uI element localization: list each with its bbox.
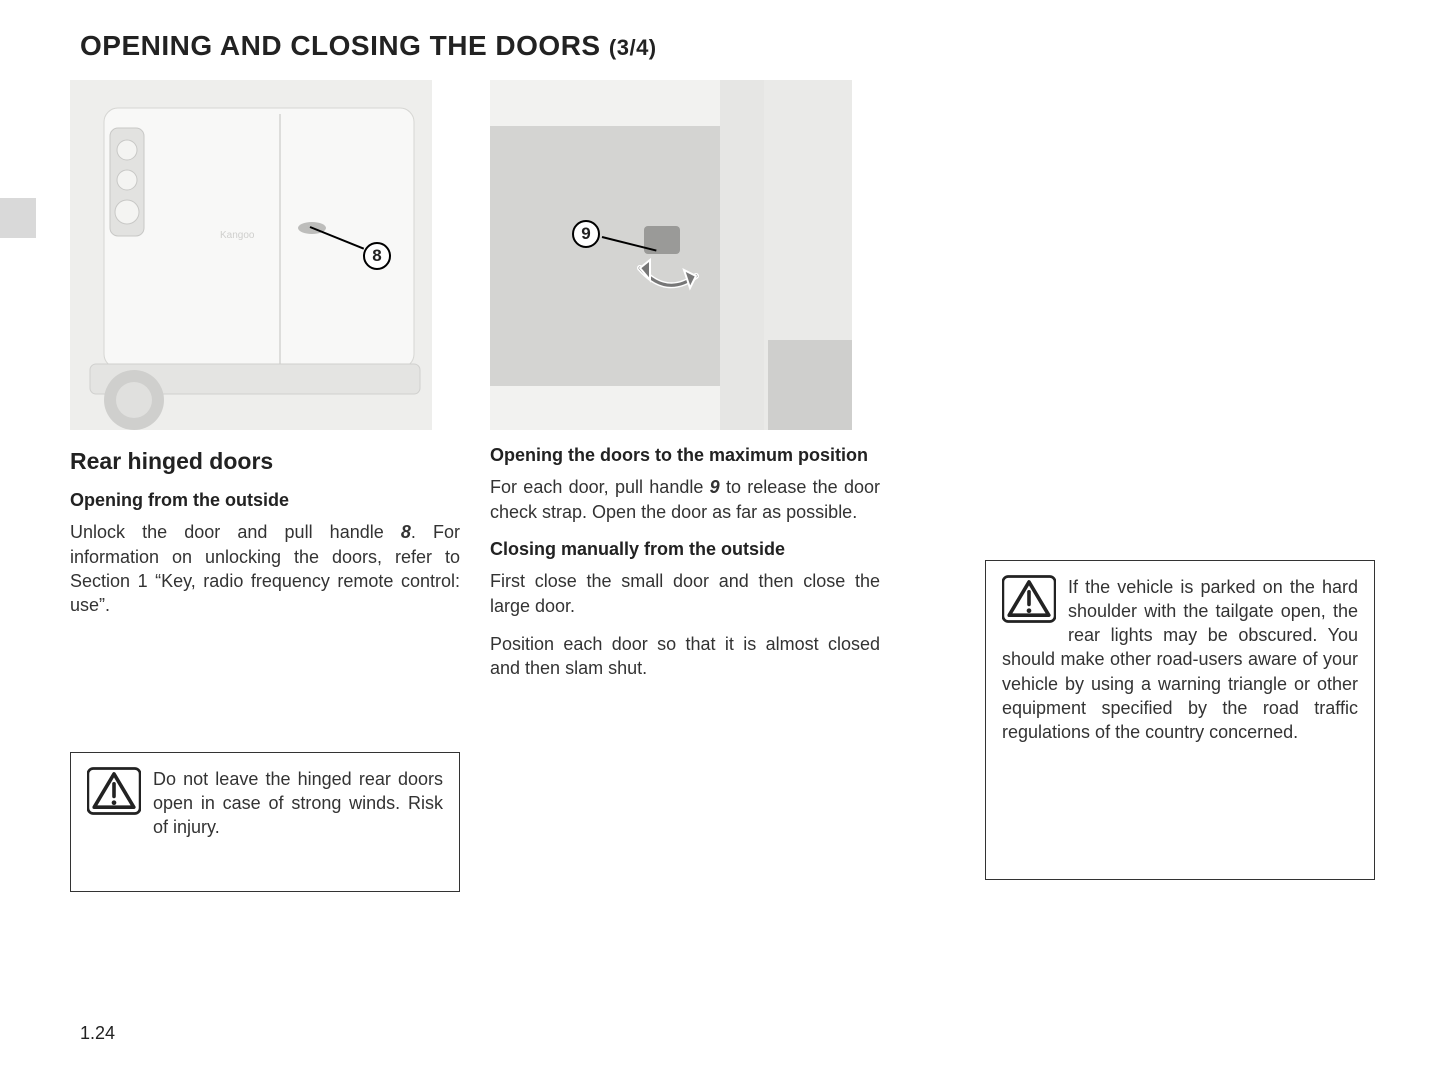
side-tab	[0, 198, 36, 238]
content-columns: 34812 Kangoo	[70, 80, 1375, 892]
spacer	[70, 632, 460, 752]
closing-subheading: Closing manually from the outside	[490, 538, 880, 561]
figure-door-strap: 34813 9	[490, 80, 852, 430]
figure-rear-doors: 34812 Kangoo	[70, 80, 432, 430]
column-3: If the vehicle is parked on the hard sho…	[985, 80, 1375, 892]
closing-text-1: First close the small door and then clos…	[490, 569, 880, 618]
warning-box-hard-shoulder: If the vehicle is parked on the hard sho…	[985, 560, 1375, 880]
page-title: OPENING AND CLOSING THE DOORS (3/4)	[80, 30, 1375, 62]
callout-8: 8	[363, 242, 391, 270]
opening-outside-text: Unlock the door and pull handle 8. For i…	[70, 520, 460, 617]
rear-hinged-heading: Rear hinged doors	[70, 448, 460, 475]
opening-outside-subheading: Opening from the outside	[70, 489, 460, 512]
warning-box-wind: Do not leave the hinged rear doors open …	[70, 752, 460, 892]
door-interior-illustration	[490, 80, 852, 430]
warning-icon	[1002, 575, 1056, 623]
title-fraction: (3/4)	[609, 35, 657, 60]
warning-wind-text: Do not leave the hinged rear doors open …	[153, 769, 443, 838]
max-position-subheading: Opening the doors to the maximum positio…	[490, 444, 880, 467]
svg-text:Kangoo: Kangoo	[220, 230, 255, 241]
column-2: 34813 9 Opening the doors to the maximu	[490, 80, 880, 892]
closing-text-2: Position each door so that it is almost …	[490, 632, 880, 681]
callout-9: 9	[572, 220, 600, 248]
max-position-text: For each door, pull handle 9 to release …	[490, 475, 880, 524]
title-main: OPENING AND CLOSING THE DOORS	[80, 30, 601, 61]
page-number: 1.24	[80, 1023, 115, 1044]
column-1: 34812 Kangoo	[70, 80, 460, 892]
warning-icon	[87, 767, 141, 815]
